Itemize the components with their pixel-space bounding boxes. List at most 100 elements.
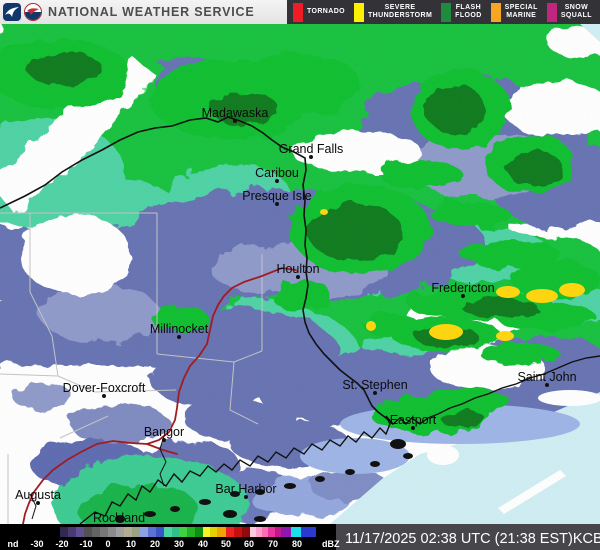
legend-label: TORNADO <box>306 7 345 15</box>
legend-item-special-marine: SPECIAL MARINE <box>490 0 538 24</box>
colorbar-segment <box>242 527 250 537</box>
colorbar-segment <box>156 527 164 537</box>
warning-legend: TORNADO SEVERE THUNDERSTORM FLASH FLOOD SPE… <box>286 0 600 24</box>
status-background <box>336 524 600 550</box>
scale-tick-labels: nd -30 -20 -10 0 10 20 30 40 50 60 70 80 <box>8 539 303 549</box>
scale-tick--30: -30 <box>30 539 43 549</box>
city-label-saint-john: Saint John <box>517 370 576 384</box>
radar-image: Madawaska Grand Falls Caribou Presque Isle H… <box>0 24 600 524</box>
city-marker <box>102 394 106 398</box>
city-label-augusta: Augusta <box>15 488 61 502</box>
highway-i95 <box>22 267 297 524</box>
legend-swatch <box>292 2 303 22</box>
colorbar-segment <box>291 527 301 537</box>
city-marker <box>296 275 300 279</box>
scale-units: dBZ <box>322 539 340 549</box>
scale-bar: nd -30 -20 -10 0 10 20 30 40 50 60 70 80 dBZ 11/17/2… <box>0 524 600 550</box>
legend-swatch <box>441 2 452 22</box>
colorbar-segment <box>108 527 116 537</box>
city-label-fredericton: Fredericton <box>431 281 494 295</box>
colorbar-segment <box>92 527 100 537</box>
city-marker <box>309 155 313 159</box>
colorbar-segment <box>250 527 256 537</box>
legend-label: FLASH FLOOD <box>455 3 482 19</box>
colorbar-segment <box>226 527 234 537</box>
colorbar-segment <box>275 527 281 537</box>
international-border <box>0 116 394 425</box>
colorbar-segment <box>0 527 60 537</box>
scale-tick-0: 0 <box>105 539 110 549</box>
brand-logos <box>0 3 42 21</box>
city-marker <box>233 119 237 123</box>
timestamp: 11/17/2025 02:38 UTC (21:38 EST)KCBW <box>345 531 600 547</box>
nws-logo-icon <box>24 3 42 21</box>
city-label-madawaska: Madawaska <box>202 106 269 120</box>
legend-swatch <box>546 2 557 22</box>
bottom-bar: nd -30 -20 -10 0 10 20 30 40 50 60 70 80 dBZ 11/17/2… <box>0 524 600 550</box>
city-label-caribou: Caribou <box>255 166 299 180</box>
scale-tick-20: 20 <box>150 539 160 549</box>
scale-tick-10: 10 <box>126 539 136 549</box>
city-marker <box>461 294 465 298</box>
islands <box>115 439 413 523</box>
city-marker <box>275 202 279 206</box>
colorbar-segment <box>100 527 108 537</box>
scale-tick--10: -10 <box>79 539 92 549</box>
colorbar-segment <box>140 527 148 537</box>
legend-item-tornado: TORNADO <box>292 0 345 24</box>
coastline <box>29 355 600 524</box>
colorbar-segment <box>217 527 226 537</box>
colorbar-segment <box>124 527 132 537</box>
city-label-bar-harbor: Bar Harbor <box>215 482 276 496</box>
colorbar-segment <box>172 527 179 537</box>
city-marker <box>244 495 248 499</box>
legend-swatch <box>354 2 364 22</box>
scale-tick--20: -20 <box>55 539 68 549</box>
scale-tick-50: 50 <box>221 539 231 549</box>
colorbar-segment <box>76 527 84 537</box>
colorbar-segment <box>84 527 92 537</box>
scale-tick-70: 70 <box>268 539 278 549</box>
legend-label: SPECIAL MARINE <box>504 3 538 19</box>
colorbar-segment <box>268 527 275 537</box>
legend-label: SEVERE THUNDERSTORM <box>368 3 433 19</box>
city-label-millinocket: Millinocket <box>150 322 209 336</box>
header-bar: NATIONAL WEATHER SERVICE TORNADO SEVERE T… <box>0 0 600 24</box>
colorbar-segment <box>148 527 156 537</box>
colorbar-segment <box>116 527 124 537</box>
colorbar-segment <box>256 527 262 537</box>
city-marker <box>36 501 40 505</box>
city-marker <box>411 426 415 430</box>
scale-tick-40: 40 <box>198 539 208 549</box>
colorbar-segment <box>179 527 187 537</box>
city-label-eastport: Eastport <box>390 413 437 427</box>
colorbar-segment <box>234 527 242 537</box>
legend-item-severe-thunderstorm: SEVERE THUNDERSTORM <box>354 0 432 24</box>
noaa-logo-icon <box>3 3 21 21</box>
colorbar-segment <box>60 527 68 537</box>
city-label-presque-isle: Presque Isle <box>242 189 312 203</box>
colorbar-segment <box>210 527 217 537</box>
city-label-rockland: Rockland <box>93 511 145 524</box>
legend-swatch <box>490 2 501 22</box>
legend-item-flash-flood: FLASH FLOOD <box>441 0 482 24</box>
colorbar-segment <box>301 527 316 537</box>
city-marker <box>275 179 279 183</box>
city-marker <box>373 391 377 395</box>
county-borders <box>0 212 263 524</box>
colorbar-segment <box>262 527 268 537</box>
radar-map: Madawaska Grand Falls Caribou Presque Isle H… <box>0 24 600 524</box>
legend-label: SNOW SQUALL <box>560 3 592 19</box>
colorbar-segment <box>68 527 76 537</box>
city-marker <box>177 335 181 339</box>
colorbar-segment <box>281 527 291 537</box>
colorbar-segment <box>203 527 210 537</box>
scale-tick-nd: nd <box>8 539 19 549</box>
city-label-st-stephen: St. Stephen <box>342 378 407 392</box>
city-labels: Madawaska Grand Falls Caribou Presque Isle H… <box>15 106 577 524</box>
scale-tick-60: 60 <box>244 539 254 549</box>
city-label-bangor: Bangor <box>144 425 184 439</box>
page-title: NATIONAL WEATHER SERVICE <box>48 5 255 19</box>
colorbar-segment <box>187 527 195 537</box>
